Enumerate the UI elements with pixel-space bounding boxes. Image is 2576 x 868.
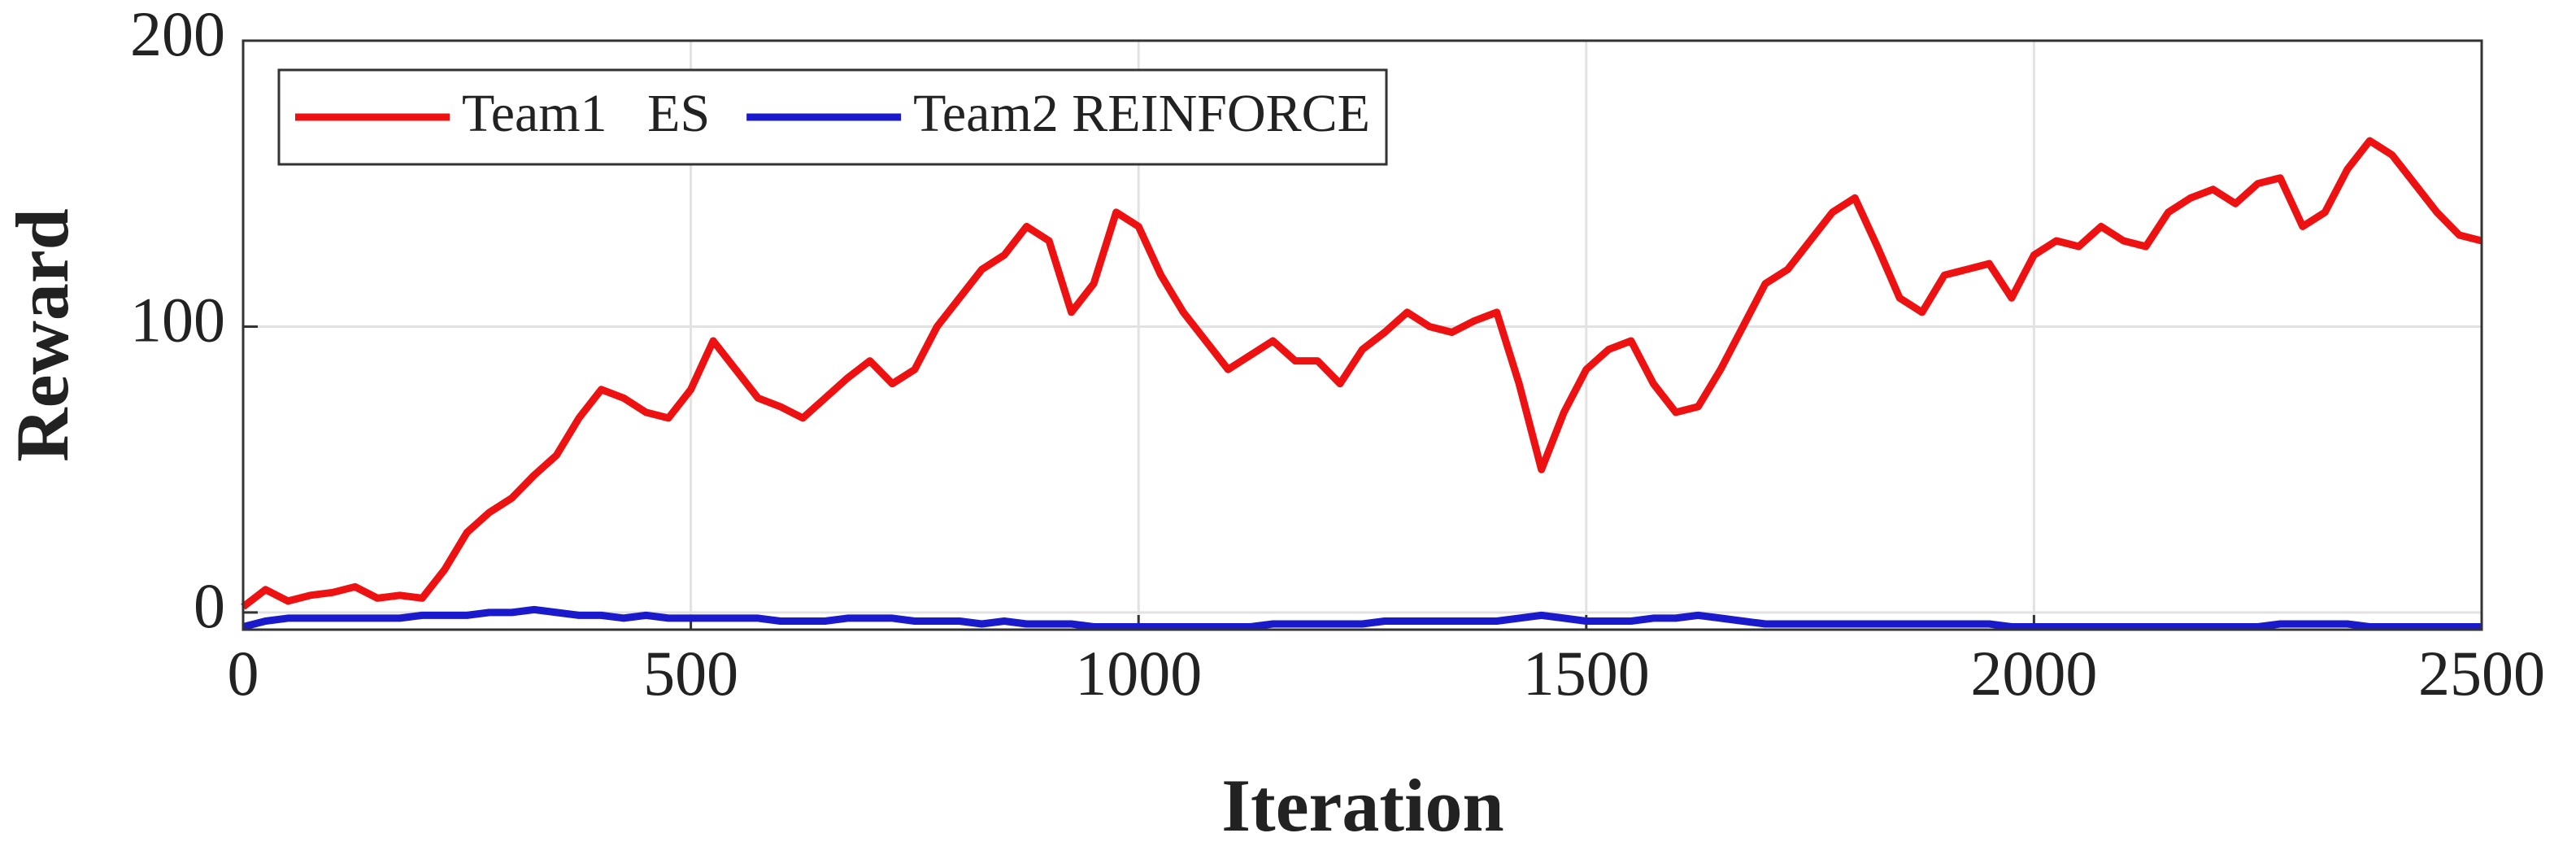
y-tick-label: 0	[194, 570, 225, 641]
y-tick-label: 100	[130, 284, 225, 355]
x-tick-label: 0	[228, 638, 259, 709]
plot-frame	[242, 39, 2483, 631]
x-tick-label: 1500	[1523, 638, 1650, 709]
legend-label: Team2 REINFORCE	[913, 84, 1370, 143]
x-tick-label: 2000	[1970, 638, 2097, 709]
series-line	[242, 605, 2482, 630]
y-tick-label: 200	[130, 0, 225, 69]
x-tick-label: 2500	[2418, 638, 2545, 709]
legend: Team1 ES Team2 REINFORCE	[277, 68, 1388, 166]
x-axis-label: Iteration	[1221, 764, 1503, 847]
legend-label: Team1 ES	[462, 84, 710, 143]
series-line	[241, 137, 2483, 610]
x-tick-label: 500	[643, 638, 738, 709]
y-axis-label: Reward	[1, 208, 84, 462]
x-tick-label: 1000	[1075, 638, 1202, 709]
